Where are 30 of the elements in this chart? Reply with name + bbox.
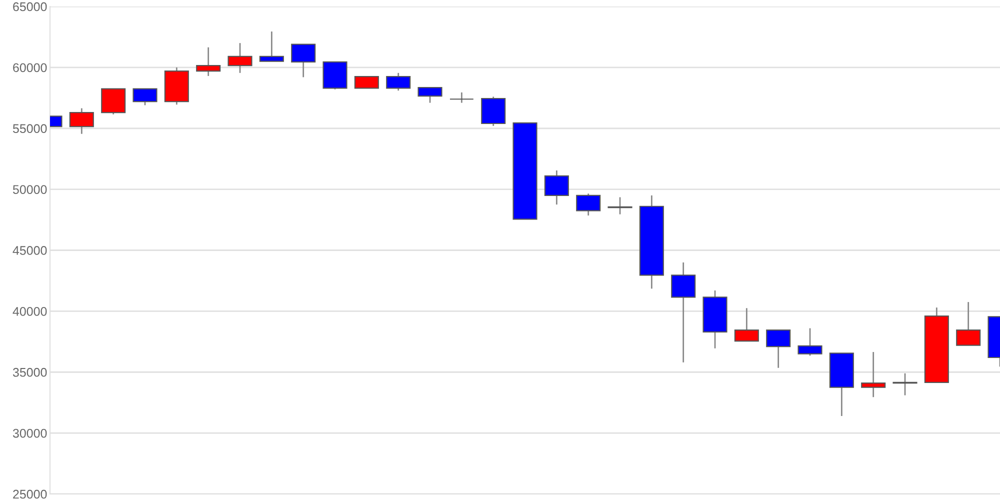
candlestick bbox=[798, 328, 822, 356]
y-tick-label: 30000 bbox=[12, 428, 47, 438]
y-tick-label: 25000 bbox=[13, 490, 47, 499]
y-tick-label: 65000 bbox=[13, 2, 47, 12]
candlestick bbox=[101, 88, 126, 116]
candlestick bbox=[449, 92, 474, 104]
candlestick bbox=[734, 307, 759, 342]
y-tick-label: 55000 bbox=[12, 124, 47, 134]
candlestick bbox=[196, 46, 221, 77]
candlestick bbox=[386, 72, 411, 92]
y-tick-label: 50000 bbox=[12, 185, 47, 194]
candlestick bbox=[861, 351, 886, 398]
y-tick-label: 60000 bbox=[13, 63, 47, 72]
y-tick-label: 45000 bbox=[12, 246, 47, 255]
candlestick bbox=[69, 108, 94, 135]
candlestick bbox=[544, 170, 569, 206]
candlestick bbox=[766, 329, 791, 369]
candlestick bbox=[228, 42, 252, 74]
y-tick-label: 35000 bbox=[12, 368, 47, 377]
candlestick bbox=[576, 192, 601, 216]
y-tick-label: 40000 bbox=[12, 306, 47, 316]
candlestick bbox=[354, 76, 379, 89]
candlestick bbox=[291, 44, 316, 78]
candlestick bbox=[956, 301, 981, 346]
candlestick bbox=[892, 372, 918, 396]
candlestick bbox=[132, 88, 158, 106]
candlestick bbox=[671, 262, 696, 364]
candlestick bbox=[608, 196, 632, 215]
candlestick bbox=[259, 30, 284, 62]
candlestick bbox=[418, 86, 442, 104]
